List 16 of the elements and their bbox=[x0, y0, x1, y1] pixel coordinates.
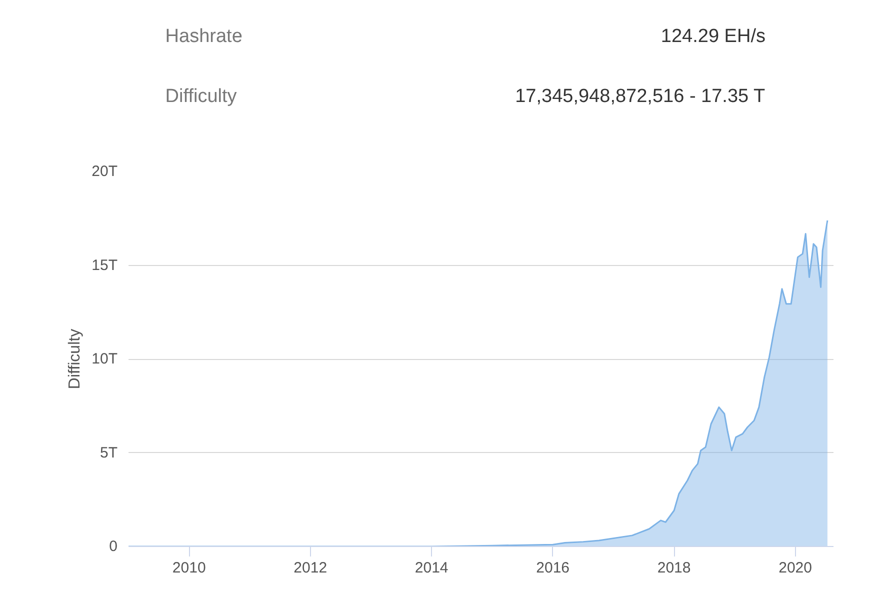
y-tick-label: 15T bbox=[92, 256, 118, 274]
y-axis-title: Difficulty bbox=[66, 328, 84, 390]
x-tick-label: 2020 bbox=[778, 560, 812, 576]
text: 17,345,948,872,516 - 17.35 T bbox=[515, 86, 766, 107]
text: Hashrate bbox=[165, 26, 242, 47]
text: 124.29 EH/s bbox=[660, 26, 766, 47]
text: Difficulty bbox=[165, 86, 238, 107]
y-tick-label: 0 bbox=[109, 538, 118, 555]
x-tick-label: 2012 bbox=[294, 560, 328, 576]
x-tick-label: 2016 bbox=[536, 560, 570, 576]
x-tick-label: 2018 bbox=[657, 560, 691, 576]
y-tick-label: 5T bbox=[100, 444, 118, 462]
y-tick-label: 10T bbox=[92, 350, 118, 368]
y-tick-label: 20T bbox=[92, 163, 118, 180]
x-tick-label: 2010 bbox=[172, 560, 206, 576]
x-tick-label: 2014 bbox=[414, 560, 448, 576]
